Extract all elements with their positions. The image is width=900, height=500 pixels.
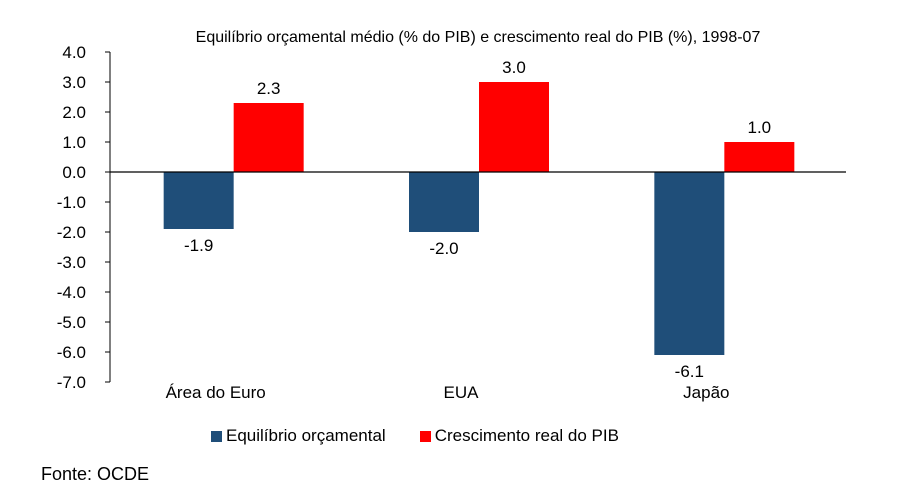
category-label: EUA — [444, 383, 480, 402]
chart-title: Equilíbrio orçamental médio (% do PIB) e… — [196, 29, 761, 46]
bar — [233, 103, 304, 172]
y-tick-label: 3.0 — [62, 73, 86, 92]
y-tick-label: -4.0 — [57, 283, 86, 302]
data-label: 3.0 — [502, 58, 526, 77]
data-label: -2.0 — [429, 239, 458, 258]
y-axis: 4.0 3.0 2.0 1.0 0.0 -1.0 -2.0 -3.0 -4.0 -5.0 -6.0 -… — [57, 43, 110, 392]
data-labels: -1.9 2.3 -2.0 3.0 -6.1 1.0 — [184, 58, 771, 381]
category-labels: Área do Euro EUA Japão — [166, 383, 730, 402]
legend-swatch-growth — [419, 430, 431, 442]
y-tick-label: -3.0 — [57, 253, 86, 272]
data-label: 1.0 — [748, 118, 772, 137]
legend-item-growth: Crescimento real do PIB — [419, 426, 619, 446]
y-tick-label: 0.0 — [62, 163, 86, 182]
legend-swatch-balance — [211, 430, 222, 442]
category-label: Japão — [683, 383, 729, 402]
bar — [654, 172, 725, 355]
source-note: Fonte: OCDE — [41, 464, 150, 484]
category-label: Área do Euro — [166, 383, 266, 402]
bar — [724, 142, 795, 172]
y-tick-label: 2.0 — [62, 103, 86, 122]
bars — [163, 82, 795, 355]
legend: Equilíbrio orçamental Crescimento real d… — [211, 426, 619, 446]
legend-label-growth: Crescimento real do PIB — [434, 426, 619, 445]
y-tick-label: 1.0 — [62, 133, 86, 152]
y-tick-label: 4.0 — [62, 43, 86, 62]
bar — [479, 82, 549, 172]
bar — [163, 172, 234, 229]
y-tick-label: -5.0 — [57, 313, 86, 332]
y-tick-label: -1.0 — [57, 193, 86, 212]
data-label: -1.9 — [184, 236, 213, 255]
data-label: -6.1 — [675, 362, 704, 381]
data-label: 2.3 — [257, 79, 281, 98]
legend-label-balance: Equilíbrio orçamental — [226, 426, 386, 445]
legend-item-balance: Equilíbrio orçamental — [211, 426, 386, 446]
y-tick-label: -2.0 — [57, 223, 86, 242]
bar — [409, 172, 479, 232]
y-tick-label: -6.0 — [57, 343, 86, 362]
y-tick-label: -7.0 — [57, 373, 86, 392]
